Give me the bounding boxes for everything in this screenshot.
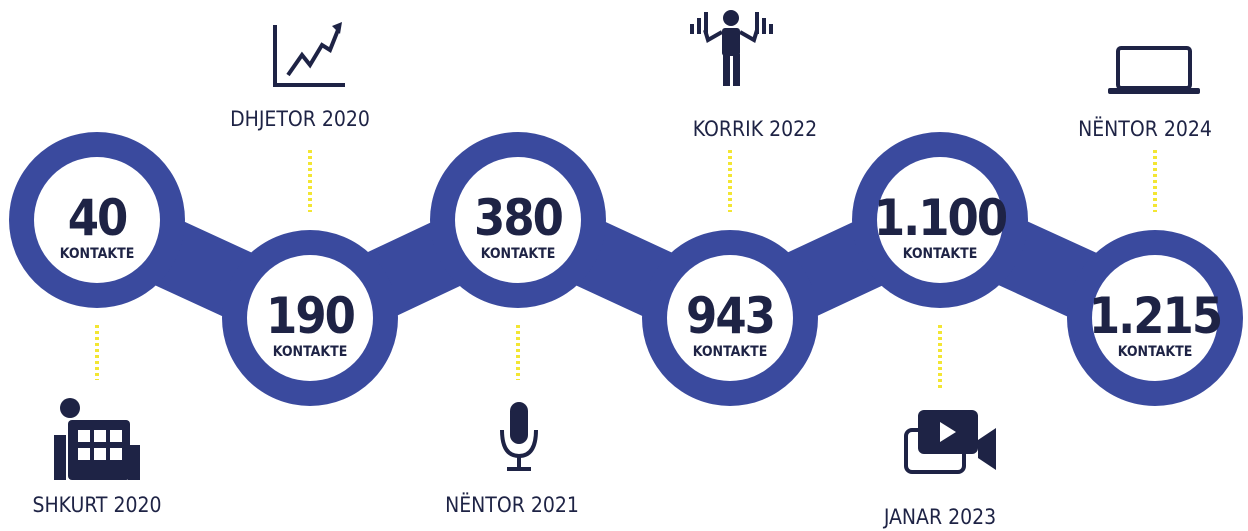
disc xyxy=(667,255,793,381)
dotted-lines xyxy=(95,150,1157,390)
icon-microphone xyxy=(500,402,538,471)
icon-laptop xyxy=(1108,46,1200,94)
date: NËNTOR 2021 xyxy=(445,492,579,517)
disc xyxy=(247,255,373,381)
icon-video xyxy=(904,410,996,474)
count: 190 xyxy=(266,287,355,345)
unit: KONTAKTE xyxy=(903,246,978,262)
unit: KONTAKTE xyxy=(1118,344,1193,360)
date: KORRIK 2022 xyxy=(693,117,817,141)
icon-chart xyxy=(273,22,345,87)
disc xyxy=(877,157,1003,283)
unit: KONTAKTE xyxy=(60,246,135,262)
date: SHKURT 2020 xyxy=(32,493,161,517)
track xyxy=(9,132,1243,406)
disc xyxy=(1092,255,1218,381)
date: DHJETOR 2020 xyxy=(230,107,370,131)
disc xyxy=(34,157,160,283)
count: 943 xyxy=(686,287,774,345)
count: 380 xyxy=(474,189,563,247)
disc xyxy=(455,157,581,283)
unit: KONTAKTE xyxy=(693,344,768,360)
count: 1.215 xyxy=(1089,287,1221,345)
date: JANAR 2023 xyxy=(883,505,996,529)
unit: KONTAKTE xyxy=(273,344,348,360)
unit: KONTAKTE xyxy=(481,246,556,262)
icon-businessman xyxy=(690,10,773,86)
icon-building xyxy=(54,398,140,480)
date: NËNTOR 2024 xyxy=(1078,116,1212,141)
count: 1.100 xyxy=(874,189,1007,247)
count: 40 xyxy=(68,189,127,247)
